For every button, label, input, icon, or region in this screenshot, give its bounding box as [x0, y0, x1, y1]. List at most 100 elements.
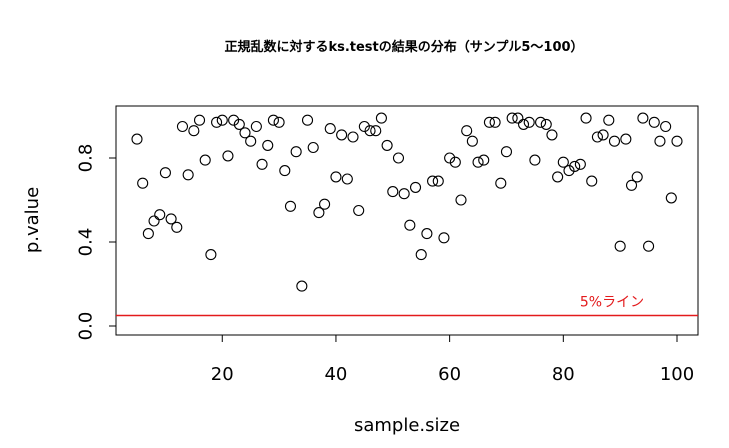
- data-point: [250, 120, 262, 133]
- data-point: [512, 112, 524, 124]
- x-tick-label: 100: [660, 364, 694, 385]
- data-point: [432, 175, 444, 187]
- data-point: [273, 116, 285, 128]
- data-point: [171, 221, 183, 233]
- data-point: [620, 133, 632, 145]
- data-point: [148, 215, 160, 227]
- data-point: [427, 175, 439, 187]
- data-point: [267, 114, 279, 126]
- data-point: [540, 118, 552, 130]
- data-point: [245, 135, 257, 147]
- data-point: [529, 154, 541, 166]
- data-point: [557, 156, 569, 168]
- data-point: [159, 167, 171, 179]
- data-point: [409, 181, 422, 193]
- chart-title: 正規乱数に対するks.testの結果の分布（サンプル5〜100）: [224, 39, 583, 55]
- data-point: [483, 116, 495, 128]
- data-point: [586, 175, 598, 187]
- data-point: [290, 146, 302, 158]
- data-point: [665, 192, 677, 204]
- data-point: [176, 120, 189, 133]
- data-point: [591, 131, 603, 143]
- data-point: [279, 165, 291, 177]
- x-tick-label: 20: [211, 364, 234, 385]
- y-tick-label: 0.0: [76, 312, 97, 341]
- data-point: [193, 114, 206, 126]
- data-point: [256, 158, 268, 170]
- data-point: [523, 116, 535, 128]
- data-point: [262, 139, 274, 151]
- data-point: [466, 135, 478, 147]
- data-point: [455, 194, 467, 206]
- data-point: [233, 118, 245, 130]
- data-point: [671, 135, 683, 147]
- data-point: [137, 177, 149, 189]
- x-axis: 20 40 60 80 100: [211, 335, 694, 385]
- data-point: [131, 133, 143, 145]
- reference-line-label: 5%ライン: [580, 295, 644, 311]
- y-axis-label: p.value: [22, 187, 43, 253]
- data-point: [358, 120, 370, 133]
- data-point: [637, 112, 649, 124]
- data-point: [461, 125, 473, 137]
- data-point: [205, 249, 217, 261]
- data-point: [643, 240, 655, 252]
- data-points: [131, 112, 683, 292]
- data-point: [506, 112, 518, 124]
- data-point: [472, 156, 484, 168]
- data-point: [398, 188, 410, 200]
- data-point: [341, 173, 353, 185]
- data-point: [392, 152, 405, 164]
- data-point: [319, 198, 331, 210]
- data-point: [580, 112, 592, 124]
- data-point: [296, 280, 308, 292]
- data-point: [546, 129, 558, 141]
- x-tick-label: 60: [438, 364, 461, 385]
- data-point: [660, 120, 672, 133]
- y-tick-label: 0.8: [76, 144, 97, 173]
- data-point: [301, 114, 314, 126]
- y-tick-label: 0.4: [76, 228, 97, 257]
- data-point: [199, 154, 211, 166]
- data-point: [478, 154, 490, 166]
- data-point: [284, 200, 297, 212]
- data-point: [415, 249, 427, 261]
- data-point: [142, 228, 154, 240]
- data-point: [625, 179, 638, 191]
- data-point: [421, 228, 433, 240]
- data-point: [216, 114, 228, 126]
- data-point: [574, 158, 586, 170]
- data-point: [370, 125, 382, 137]
- data-point: [182, 169, 194, 181]
- data-point: [517, 118, 530, 130]
- data-point: [552, 171, 564, 183]
- data-point: [489, 116, 501, 128]
- data-point: [239, 127, 251, 139]
- data-point: [222, 150, 234, 162]
- data-point: [495, 177, 507, 189]
- data-point: [364, 125, 376, 137]
- data-point: [347, 131, 359, 143]
- data-point: [603, 114, 615, 126]
- data-point: [631, 171, 643, 183]
- data-point: [353, 204, 365, 217]
- data-point: [330, 171, 342, 183]
- data-point: [375, 112, 387, 124]
- data-point: [654, 135, 666, 147]
- data-point: [211, 116, 223, 128]
- data-point: [500, 146, 513, 158]
- data-point: [228, 114, 240, 126]
- data-point: [381, 139, 393, 151]
- data-point: [165, 213, 177, 225]
- x-axis-label: sample.size: [354, 415, 460, 436]
- data-point: [614, 240, 626, 252]
- data-point: [387, 186, 399, 198]
- y-axis: 0.0 0.4 0.8: [76, 144, 116, 341]
- data-point: [313, 207, 325, 219]
- data-point: [608, 135, 621, 147]
- data-point: [535, 116, 547, 128]
- data-point: [324, 123, 336, 135]
- data-point: [307, 141, 319, 154]
- data-point: [404, 219, 416, 231]
